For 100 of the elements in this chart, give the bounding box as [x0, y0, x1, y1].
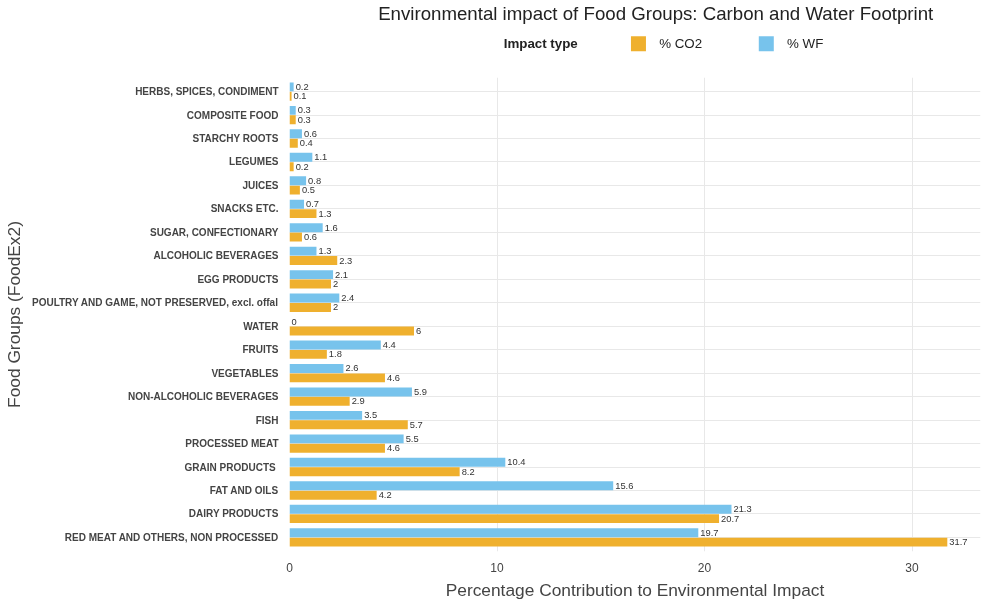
y-axis-title: Food Groups (FoodEx2)	[3, 221, 24, 408]
bar	[289, 162, 294, 172]
y-tick-label: FAT AND OILS	[209, 484, 279, 496]
y-tick-label: NON-ALCOHOLIC BEVERAGES	[127, 391, 279, 403]
data-label: 19.7	[700, 527, 719, 538]
data-label: 4.6	[386, 372, 400, 383]
data-label: 5.5	[405, 433, 419, 444]
bar	[289, 152, 313, 162]
legend-title: Impact type	[503, 36, 578, 52]
data-label: 1.8	[328, 349, 342, 360]
y-tick-label: LEGUMES	[229, 156, 279, 168]
y-tick-label: RED MEAT AND OTHERS, NON PROCESSED	[64, 531, 279, 543]
bar	[289, 481, 614, 491]
data-label: 2	[333, 302, 339, 313]
y-tick-label: EGG PRODUCTS	[197, 273, 279, 285]
bar	[289, 364, 344, 373]
x-tick-label: 0	[286, 560, 294, 575]
data-label: 10.4	[507, 457, 526, 468]
bar	[289, 490, 377, 500]
data-label: 0.2	[295, 161, 309, 172]
bar	[289, 91, 292, 101]
legend-label: % CO2	[659, 36, 703, 52]
data-label: 0.4	[299, 138, 313, 149]
y-tick-label: FRUITS	[242, 344, 279, 356]
y-tick-label: WATER	[243, 320, 280, 332]
data-label: 0.2	[295, 81, 309, 92]
data-label: 4.4	[382, 340, 396, 350]
data-label: 31.7	[949, 537, 968, 548]
data-label: 3.5	[364, 410, 378, 421]
data-label: 5.9	[413, 386, 427, 397]
y-tick-label: STARCHY ROOTS	[192, 133, 279, 145]
data-label: 15.6	[615, 480, 634, 491]
bar	[289, 420, 408, 430]
bar	[289, 293, 340, 303]
bar	[289, 232, 302, 242]
data-label: 0.5	[301, 185, 315, 196]
y-tick-label: FISH	[255, 414, 279, 426]
bar	[289, 185, 300, 195]
bar	[289, 209, 317, 219]
data-label: 6	[416, 325, 422, 336]
data-label: 2.1	[335, 269, 349, 280]
bar	[289, 246, 317, 256]
y-tick-label: SNACKS ETC.	[210, 203, 279, 215]
bar	[289, 514, 720, 524]
y-tick-label: JUICES	[242, 179, 279, 191]
data-label: 0.3	[297, 105, 311, 116]
data-label: 1.6	[324, 222, 338, 233]
bar	[289, 387, 412, 397]
data-label: 0.3	[297, 114, 311, 125]
bar	[289, 434, 404, 444]
data-label: 4.6	[386, 443, 400, 454]
data-label: 20.7	[721, 513, 740, 524]
bar	[289, 373, 385, 383]
y-tick-label: COMPOSITE FOOD	[186, 109, 279, 121]
legend-label: % WF	[787, 36, 824, 52]
bar	[289, 349, 327, 359]
data-label: 0	[291, 316, 297, 327]
data-label: 5.7	[409, 419, 423, 430]
bar	[289, 396, 350, 406]
bar	[289, 105, 296, 115]
bar	[289, 303, 331, 312]
y-tick-label: DAIRY PRODUCTS	[188, 508, 279, 520]
y-tick-label: SUGAR, CONFECTIONARY	[149, 226, 279, 238]
y-tick-label: PROCESSED MEAT	[185, 438, 279, 450]
chart-title: Environmental impact of Food Groups: Carbon and Water Footprint	[378, 2, 935, 24]
x-tick-label: 10	[490, 560, 505, 575]
data-label: 8.2	[461, 466, 475, 477]
bar	[289, 256, 338, 265]
bar	[289, 115, 296, 125]
data-label: 4.2	[378, 490, 392, 501]
y-tick-label: VEGETABLES	[211, 367, 279, 379]
y-tick-label: GRAIN PRODUCTS	[184, 461, 277, 473]
data-label: 0.6	[303, 128, 317, 139]
data-label: 0.7	[306, 199, 319, 210]
bar	[289, 82, 294, 92]
data-label: 2.9	[351, 396, 365, 407]
bar	[289, 326, 414, 336]
bar	[289, 176, 307, 186]
data-label: 1.1	[314, 152, 328, 163]
data-label: 2.4	[341, 293, 355, 304]
data-label: 0.6	[303, 232, 317, 243]
x-axis-title: Percentage Contribution to Environmental Impact	[445, 579, 825, 600]
data-label: 0.8	[308, 175, 322, 186]
bar	[289, 537, 948, 547]
y-tick-label: POULTRY AND GAME, NOT PRESERVED, excl. offal	[31, 297, 279, 309]
y-tick-label: HERBS, SPICES, CONDIMENT	[135, 86, 279, 98]
data-label: 1.3	[318, 246, 332, 257]
data-label: 2.6	[345, 363, 359, 374]
bar	[289, 129, 302, 139]
x-tick-label: 30	[905, 560, 920, 575]
bar	[289, 270, 334, 280]
bar	[289, 138, 298, 148]
bar	[289, 410, 363, 420]
data-label: 0.1	[293, 91, 307, 102]
bar	[289, 223, 323, 233]
y-tick-label: ALCOHOLIC BEVERAGES	[153, 250, 279, 262]
bar	[289, 467, 460, 477]
bar	[289, 457, 506, 467]
data-label: 2.3	[339, 255, 353, 266]
bar	[289, 199, 305, 209]
